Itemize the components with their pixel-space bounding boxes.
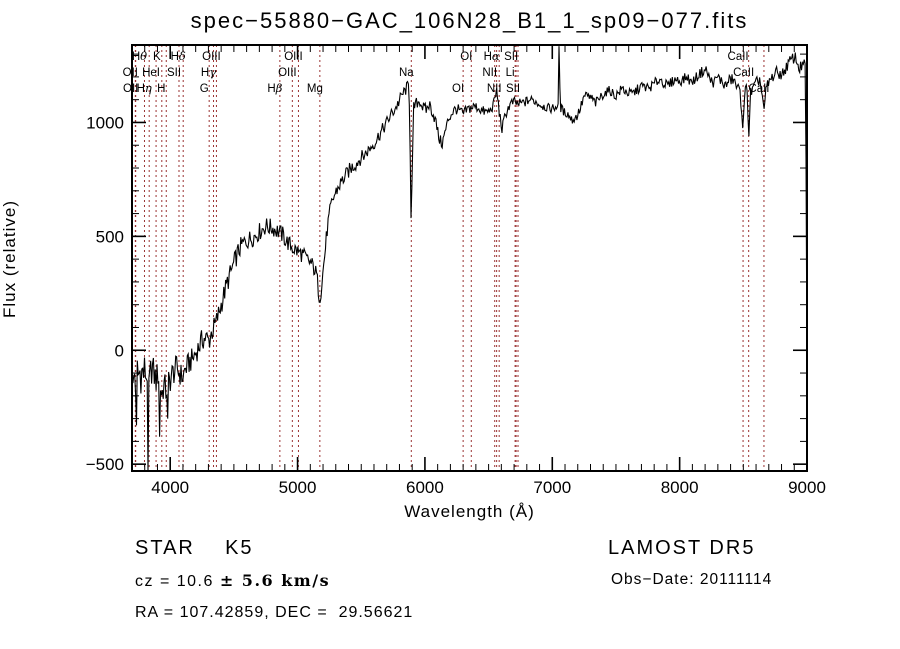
axes	[131, 44, 808, 472]
line-label-NII: NII	[482, 67, 497, 79]
x-tick-label: 7000	[533, 478, 571, 497]
redshift-value: ± 5.6 km/s	[219, 571, 331, 590]
page-title: spec−55880−GAC_106N28_B1_1_sp09−077.fits	[190, 8, 749, 33]
line-label-Na: Na	[399, 67, 414, 79]
line-label-SII: SII	[167, 67, 181, 79]
line-label-Hη: Hη	[137, 81, 152, 95]
line-label-OII: OII	[123, 67, 138, 79]
y-tick-label: 0	[115, 341, 124, 360]
spectral-line-labels: Hθ K Hδ OIII OIII OI Hα SII CaII OII HeI SII Hγ OIII N…	[123, 49, 770, 95]
line-label-NII: NII	[487, 83, 502, 95]
spectral-line-markers	[134, 45, 765, 471]
y-tick-label: −500	[86, 455, 124, 474]
line-label-CaII: CaII	[728, 51, 749, 63]
line-label-Li: Li	[506, 67, 515, 79]
y-axis-label: Flux (relative)	[0, 200, 19, 318]
line-label-OIII: OIII	[202, 51, 221, 63]
x-axis-label: Wavelength (Å)	[404, 502, 535, 521]
x-tick-label: 5000	[279, 478, 317, 497]
x-tick-label: 9000	[788, 478, 826, 497]
classification-text: STAR K5	[135, 537, 254, 559]
line-label-OI: OI	[460, 51, 472, 63]
line-label-Mg: Mg	[307, 83, 323, 95]
redshift-prefix: cz = 10.6	[135, 573, 220, 590]
tick-labels: 4000 5000 6000 7000 8000 9000 −500 0 500 1000	[86, 113, 826, 497]
line-label-Hθ: Hθ	[132, 49, 147, 63]
y-tick-label: 1000	[86, 113, 124, 132]
spectrum-trace	[132, 46, 807, 471]
line-label-OIII: OIII	[284, 51, 303, 63]
line-label-SII: SII	[504, 51, 518, 63]
x-tick-label: 4000	[151, 478, 189, 497]
y-tick-label: 500	[96, 227, 124, 246]
line-label-CaII: CaII	[733, 67, 754, 79]
x-tick-label: 8000	[661, 478, 699, 497]
line-label-Hα: Hα	[484, 49, 500, 63]
line-label-SII: SII	[506, 83, 520, 95]
redshift-text: cz = 10.6 ± 5.6 km/s	[135, 571, 330, 591]
obs-date-text: Obs−Date: 20111114	[611, 571, 773, 588]
line-label-Hδ: Hδ	[171, 49, 186, 63]
line-label-CaII: CaII	[748, 83, 769, 95]
line-label-OI: OI	[452, 83, 464, 95]
line-label-H: H	[157, 83, 165, 95]
coordinates-text: RA = 107.42859, DEC = 29.56621	[135, 604, 414, 621]
line-label-G: G	[200, 83, 209, 95]
line-label-OII: OII	[123, 83, 138, 95]
survey-text: LAMOST DR5	[608, 537, 756, 559]
line-label-OIII: OIII	[278, 67, 297, 79]
line-label-Hγ: Hγ	[201, 65, 216, 79]
line-label-K: K	[153, 51, 161, 63]
line-label-HeI: HeI	[142, 67, 160, 79]
line-label-Hβ: Hβ	[267, 81, 282, 95]
x-tick-label: 6000	[406, 478, 444, 497]
